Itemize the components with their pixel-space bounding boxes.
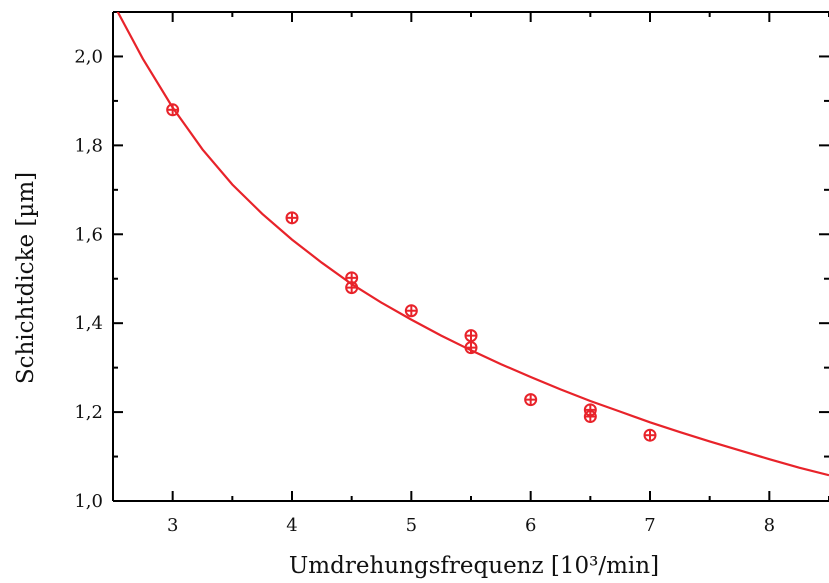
- y-tick-label: 1,2: [74, 402, 103, 423]
- y-tick-label: 1,0: [74, 491, 103, 512]
- x-tick-label: 5: [406, 515, 417, 536]
- data-point: [464, 329, 478, 343]
- data-point: [166, 103, 180, 117]
- y-tick-label: 2,0: [74, 46, 103, 67]
- x-tick-label: 8: [764, 515, 775, 536]
- y-tick-label: 1,6: [74, 224, 103, 245]
- x-axis-label: Umdrehungsfrequenz [10³/min]: [289, 553, 659, 579]
- axes-frame: [112, 11, 829, 502]
- y-tick-label: 1,8: [74, 135, 103, 156]
- data-point: [345, 281, 359, 295]
- fit-curve: [116, 12, 829, 477]
- data-point: [464, 341, 478, 355]
- x-tick-label: 4: [286, 515, 297, 536]
- tick-labels: 3 4 5 6 7 8 1,0 1,2 1,4 1,6 1,8 2,0: [74, 46, 775, 536]
- data-point: [404, 304, 418, 318]
- data-point: [524, 393, 538, 407]
- y-tick-label: 1,4: [74, 313, 103, 334]
- data-point: [583, 410, 597, 424]
- plot-area: [116, 12, 829, 477]
- x-tick-label: 7: [644, 515, 655, 536]
- data-point: [285, 211, 299, 225]
- y-axis-label: Schichtdicke [µm]: [13, 172, 39, 384]
- axis-ticks: [112, 12, 829, 502]
- data-point: [643, 428, 657, 442]
- x-tick-label: 3: [167, 515, 178, 536]
- x-tick-label: 6: [525, 515, 536, 536]
